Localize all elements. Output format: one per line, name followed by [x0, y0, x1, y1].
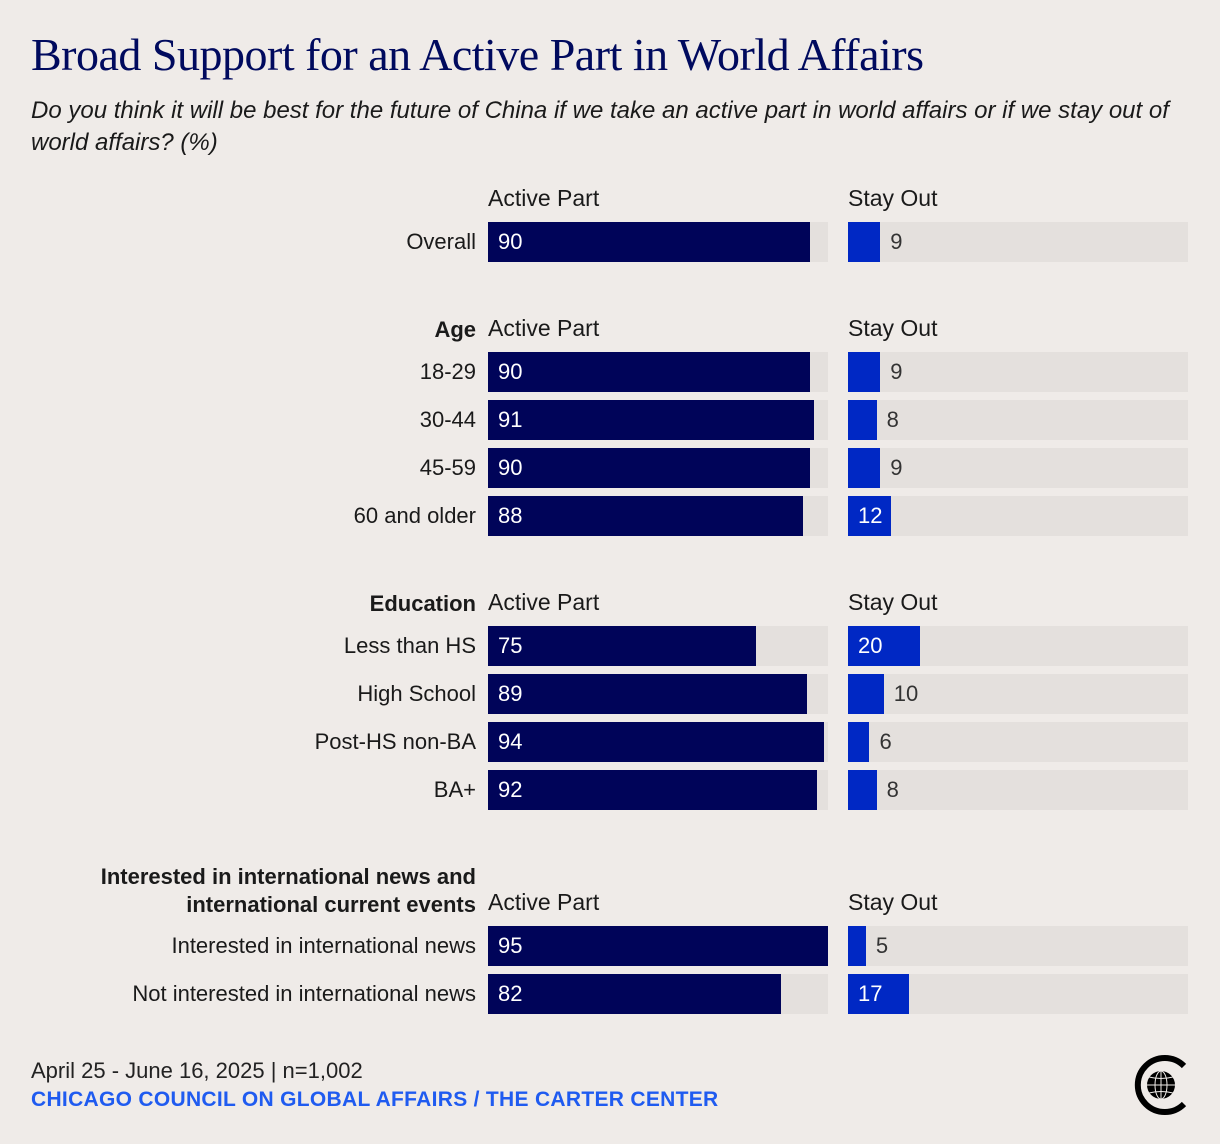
- column-header-active-part: Active Part: [488, 185, 600, 211]
- row-label: Less than HS: [343, 633, 476, 658]
- data-label-stay-out: 12: [858, 503, 883, 528]
- bar-stay-out: [848, 674, 884, 714]
- data-label-active-part: 89: [498, 681, 523, 706]
- bar-track-active-part: 82: [488, 974, 828, 1014]
- chart-subtitle: Do you think it will be best for the fut…: [31, 97, 1169, 156]
- data-label-active-part: 82: [498, 981, 523, 1006]
- bar-active-part: [488, 352, 811, 392]
- bar-track-active-part: 90: [488, 448, 828, 488]
- bar-track-active-part: 90: [488, 352, 828, 392]
- bar-active-part: [488, 496, 803, 536]
- row-label: Interested in international news: [171, 933, 476, 958]
- row-label: BA+: [433, 777, 476, 802]
- bar-stay-out: [848, 496, 891, 536]
- bar-stay-out: [848, 222, 881, 262]
- column-header-active-part: Active Part: [488, 315, 600, 341]
- bar-active-part: [488, 222, 811, 262]
- row-label: 45-59: [419, 455, 476, 480]
- footer-date-sample: April 25 - June 16, 2025 | n=1,002: [31, 1058, 363, 1083]
- data-label-stay-out: 6: [879, 729, 892, 754]
- bar-track-active-part: 94: [488, 722, 828, 762]
- bar-active-part: [488, 400, 814, 440]
- bar-track-stay-out: 20: [848, 626, 1188, 666]
- data-label-stay-out: 10: [893, 681, 919, 706]
- bar-active-part: [488, 770, 818, 810]
- data-label-active-part: 92: [498, 777, 523, 802]
- bar-stay-out: [848, 626, 920, 666]
- data-label-stay-out: 17: [858, 981, 883, 1006]
- chicago-council-globe-logo-icon: [1134, 1055, 1187, 1115]
- data-label-stay-out: 9: [890, 359, 903, 384]
- column-header-stay-out: Stay Out: [848, 889, 938, 915]
- chart-title: Broad Support for an Active Part in Worl…: [31, 29, 924, 80]
- row-label: 18-29: [419, 359, 476, 384]
- group-header: Age: [434, 317, 476, 342]
- bar-track-active-part: 95: [488, 926, 828, 966]
- data-label-stay-out: 8: [886, 777, 899, 802]
- column-header-active-part: Active Part: [488, 589, 600, 615]
- group-header: Education: [369, 591, 476, 616]
- bar-track-active-part: 90: [488, 222, 828, 262]
- data-label-active-part: 94: [498, 729, 523, 754]
- data-label-stay-out: 9: [890, 455, 903, 480]
- column-header-active-part: Active Part: [488, 889, 600, 915]
- row-label: 60 and older: [353, 503, 476, 528]
- data-label-stay-out: 9: [890, 229, 903, 254]
- bar-track-stay-out: 6: [848, 722, 1188, 762]
- bar-active-part: [488, 926, 828, 966]
- data-label-active-part: 95: [498, 933, 523, 958]
- bar-track-stay-out: 8: [848, 770, 1188, 810]
- row-label: High School: [357, 681, 476, 706]
- data-label-stay-out: 20: [858, 633, 883, 658]
- bar-track-stay-out: 9: [848, 448, 1188, 488]
- bar-track-active-part: 91: [488, 400, 828, 440]
- bar-track-stay-out: 12: [848, 496, 1188, 536]
- group-header: Interested in international news and inte…: [101, 863, 476, 919]
- bar-track-active-part: 92: [488, 770, 828, 810]
- data-label-active-part: 75: [498, 633, 523, 658]
- data-label-active-part: 90: [498, 229, 523, 254]
- bar-active-part: [488, 448, 811, 488]
- bar-active-part: [488, 722, 825, 762]
- bar-stay-out: [848, 974, 909, 1014]
- bar-stay-out: [848, 400, 877, 440]
- bar-stay-out: [848, 448, 881, 488]
- group-header-line: Interested in international news and: [100, 864, 476, 889]
- group-header-line: international current events: [186, 892, 476, 917]
- column-header-stay-out: Stay Out: [848, 185, 938, 211]
- bar-active-part: [488, 674, 807, 714]
- bar-track-active-part: 75: [488, 626, 828, 666]
- bar-stay-out: [848, 722, 870, 762]
- bar-track-stay-out: 8: [848, 400, 1188, 440]
- footer-source: CHICAGO COUNCIL ON GLOBAL AFFAIRS / THE …: [31, 1088, 719, 1111]
- data-label-active-part: 90: [498, 359, 523, 384]
- data-label-active-part: 90: [498, 455, 523, 480]
- bar-stay-out: [848, 926, 866, 966]
- bar-stay-out: [848, 770, 877, 810]
- row-label: Overall: [406, 229, 476, 254]
- bar-stay-out: [848, 352, 881, 392]
- row-label: Post-HS non-BA: [314, 729, 476, 754]
- bar-track-active-part: 88: [488, 496, 828, 536]
- row-label: Not interested in international news: [132, 981, 476, 1006]
- data-label-stay-out: 8: [886, 407, 899, 432]
- bar-active-part: [488, 626, 757, 666]
- bar-track-stay-out: 9: [848, 352, 1188, 392]
- bar-track-stay-out: 10: [848, 674, 1188, 714]
- bar-track-stay-out: 9: [848, 222, 1188, 262]
- bar-track-active-part: 89: [488, 674, 828, 714]
- bar-active-part: [488, 974, 782, 1014]
- column-header-stay-out: Stay Out: [848, 315, 938, 341]
- bar-track-stay-out: 17: [848, 974, 1188, 1014]
- data-label-active-part: 91: [498, 407, 523, 432]
- column-header-stay-out: Stay Out: [848, 589, 938, 615]
- bar-track-stay-out: 5: [848, 926, 1188, 966]
- row-label: 30-44: [419, 407, 476, 432]
- data-label-stay-out: 5: [875, 933, 889, 958]
- data-label-active-part: 88: [498, 503, 523, 528]
